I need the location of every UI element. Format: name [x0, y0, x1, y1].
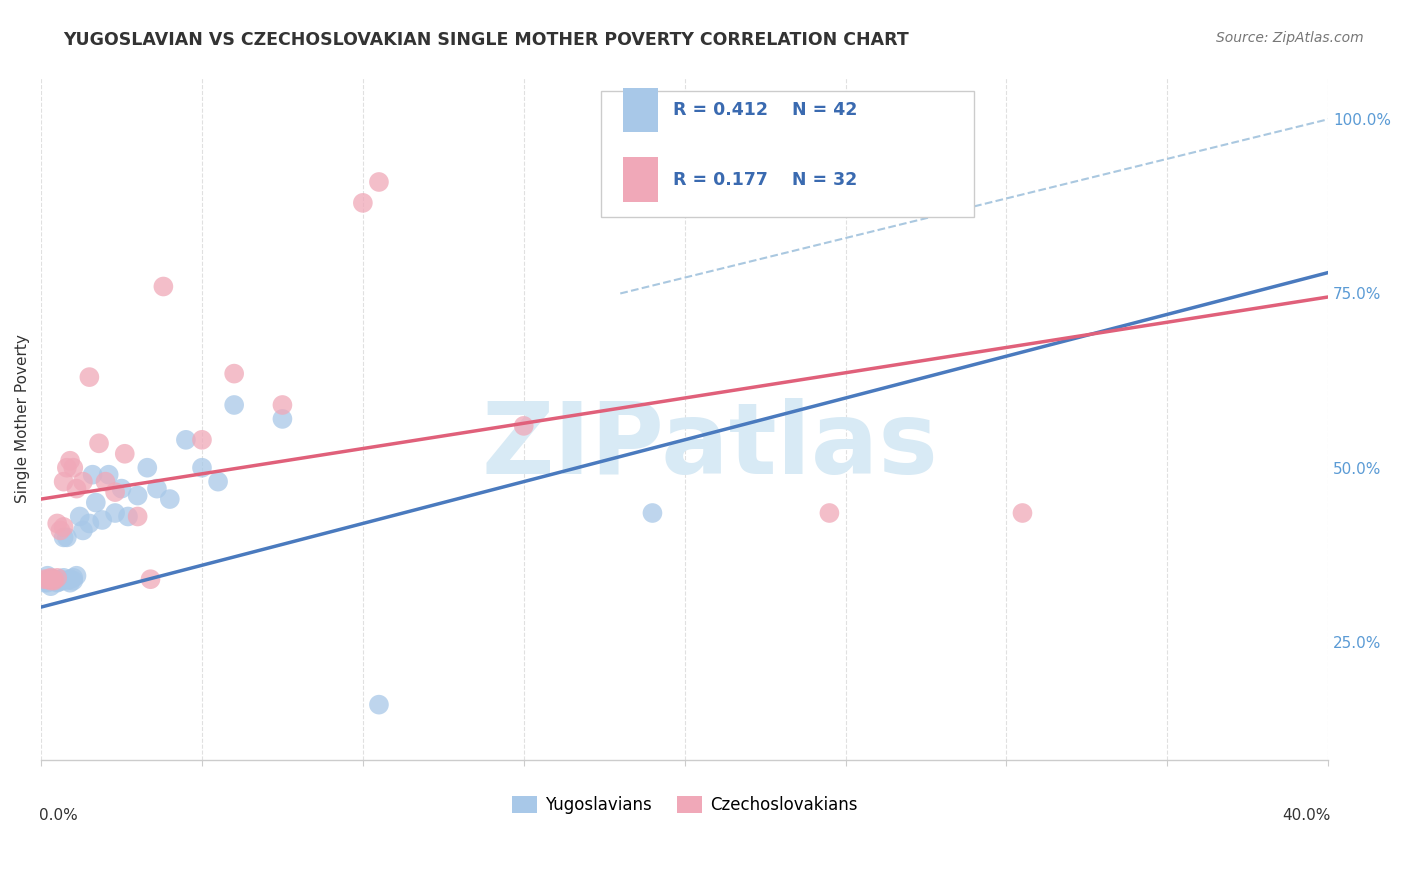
- Point: [59, 572, 82, 586]
- Point: [39, 574, 62, 588]
- Point: [271, 398, 294, 412]
- Point: [59, 575, 82, 590]
- Point: [271, 412, 294, 426]
- Point: [49, 574, 72, 589]
- Point: [49, 572, 72, 586]
- Y-axis label: Single Mother Poverty: Single Mother Poverty: [15, 334, 30, 503]
- Point: [42, 572, 65, 586]
- Point: [42, 572, 65, 586]
- Point: [79, 370, 101, 384]
- Point: [42, 574, 65, 588]
- Point: [52, 520, 75, 534]
- Text: Source: ZipAtlas.com: Source: ZipAtlas.com: [1216, 31, 1364, 45]
- Point: [87, 436, 110, 450]
- Point: [37, 568, 59, 582]
- Point: [174, 433, 197, 447]
- Point: [72, 475, 94, 489]
- Point: [127, 489, 149, 503]
- Text: 40.0%: 40.0%: [1282, 808, 1330, 823]
- Point: [368, 175, 391, 189]
- Point: [46, 516, 69, 531]
- Point: [62, 460, 84, 475]
- Point: [62, 571, 84, 585]
- Point: [46, 574, 69, 588]
- FancyBboxPatch shape: [623, 157, 658, 202]
- Point: [97, 467, 120, 482]
- Point: [191, 460, 214, 475]
- Point: [91, 513, 114, 527]
- Point: [49, 524, 72, 538]
- Point: [46, 574, 69, 589]
- Point: [513, 418, 536, 433]
- Point: [117, 509, 139, 524]
- Point: [37, 575, 59, 590]
- Point: [39, 579, 62, 593]
- Point: [114, 447, 136, 461]
- Point: [52, 475, 75, 489]
- Text: R = 0.177    N = 32: R = 0.177 N = 32: [673, 170, 858, 188]
- Point: [69, 509, 91, 524]
- Point: [641, 506, 664, 520]
- Point: [56, 460, 79, 475]
- Point: [56, 530, 79, 544]
- Point: [52, 571, 75, 585]
- Point: [1011, 506, 1033, 520]
- Text: 0.0%: 0.0%: [38, 808, 77, 823]
- Point: [104, 485, 127, 500]
- Point: [65, 568, 87, 582]
- FancyBboxPatch shape: [600, 91, 974, 218]
- Point: [82, 467, 104, 482]
- Point: [65, 482, 87, 496]
- Point: [146, 482, 169, 496]
- Point: [139, 572, 162, 586]
- Point: [224, 398, 246, 412]
- Point: [39, 571, 62, 585]
- Point: [224, 367, 246, 381]
- Legend: Yugoslavians, Czechoslovakians: Yugoslavians, Czechoslovakians: [505, 789, 865, 821]
- Point: [94, 475, 117, 489]
- Point: [207, 475, 229, 489]
- Point: [352, 195, 374, 210]
- Point: [79, 516, 101, 531]
- Text: YUGOSLAVIAN VS CZECHOSLOVAKIAN SINGLE MOTHER POVERTY CORRELATION CHART: YUGOSLAVIAN VS CZECHOSLOVAKIAN SINGLE MO…: [63, 31, 910, 49]
- Point: [159, 491, 181, 506]
- Point: [56, 574, 79, 588]
- Point: [152, 279, 174, 293]
- Text: ZIPatlas: ZIPatlas: [482, 398, 939, 495]
- Point: [52, 530, 75, 544]
- Point: [127, 509, 149, 524]
- Point: [42, 574, 65, 588]
- Point: [46, 575, 69, 590]
- Point: [110, 482, 132, 496]
- Point: [34, 572, 56, 586]
- Point: [59, 454, 82, 468]
- Point: [818, 506, 841, 520]
- Point: [136, 460, 159, 475]
- FancyBboxPatch shape: [623, 87, 658, 132]
- Point: [104, 506, 127, 520]
- Point: [191, 433, 214, 447]
- Point: [84, 495, 107, 509]
- Text: R = 0.412    N = 42: R = 0.412 N = 42: [673, 101, 858, 119]
- Point: [62, 574, 84, 588]
- Point: [72, 524, 94, 538]
- Point: [39, 572, 62, 586]
- Point: [34, 575, 56, 590]
- Point: [368, 698, 391, 712]
- Point: [46, 571, 69, 585]
- Point: [37, 572, 59, 586]
